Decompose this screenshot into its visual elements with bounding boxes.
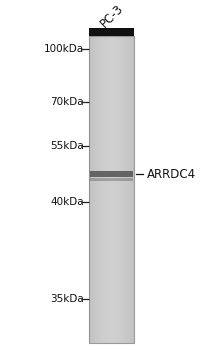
Bar	[120, 36, 121, 343]
Bar	[133, 36, 134, 343]
Bar	[107, 36, 108, 343]
Bar	[94, 36, 95, 343]
Bar	[103, 36, 104, 343]
Bar	[92, 36, 93, 343]
Bar	[125, 36, 126, 343]
Bar	[110, 36, 111, 343]
Bar	[124, 36, 125, 343]
Bar	[116, 36, 117, 343]
Bar	[98, 36, 99, 343]
Bar	[90, 171, 133, 177]
Bar	[113, 36, 114, 343]
Bar	[112, 36, 113, 343]
Bar	[89, 36, 134, 343]
Bar	[91, 36, 92, 343]
Bar	[126, 36, 127, 343]
Bar	[95, 36, 96, 343]
Bar	[122, 36, 123, 343]
Bar	[100, 36, 101, 343]
Bar	[115, 36, 116, 343]
Bar	[127, 36, 128, 343]
Bar	[89, 28, 134, 36]
Bar	[89, 36, 90, 343]
Bar	[99, 36, 100, 343]
Bar	[108, 36, 109, 343]
Bar	[123, 36, 124, 343]
Text: 70kDa: 70kDa	[50, 97, 84, 107]
Bar	[106, 36, 107, 343]
Bar	[119, 36, 120, 343]
Bar	[105, 36, 106, 343]
Bar	[118, 36, 119, 343]
Bar	[121, 36, 122, 343]
Bar	[109, 36, 110, 343]
Bar	[129, 36, 130, 343]
Text: PC-3: PC-3	[98, 1, 126, 30]
Text: 55kDa: 55kDa	[50, 141, 84, 151]
Bar	[114, 36, 115, 343]
Bar	[128, 36, 129, 343]
Bar	[90, 178, 133, 181]
Bar	[117, 36, 118, 343]
Bar	[90, 36, 91, 343]
Bar	[102, 36, 103, 343]
Bar	[111, 36, 112, 343]
Bar	[93, 36, 94, 343]
Bar	[104, 36, 105, 343]
Bar	[131, 36, 132, 343]
Bar	[96, 36, 97, 343]
Bar	[130, 36, 131, 343]
Text: ARRDC4: ARRDC4	[147, 168, 196, 181]
Bar	[132, 36, 133, 343]
Text: 40kDa: 40kDa	[50, 197, 84, 207]
Bar	[101, 36, 102, 343]
Text: 35kDa: 35kDa	[50, 294, 84, 304]
Text: 100kDa: 100kDa	[44, 44, 84, 55]
Bar	[97, 36, 98, 343]
